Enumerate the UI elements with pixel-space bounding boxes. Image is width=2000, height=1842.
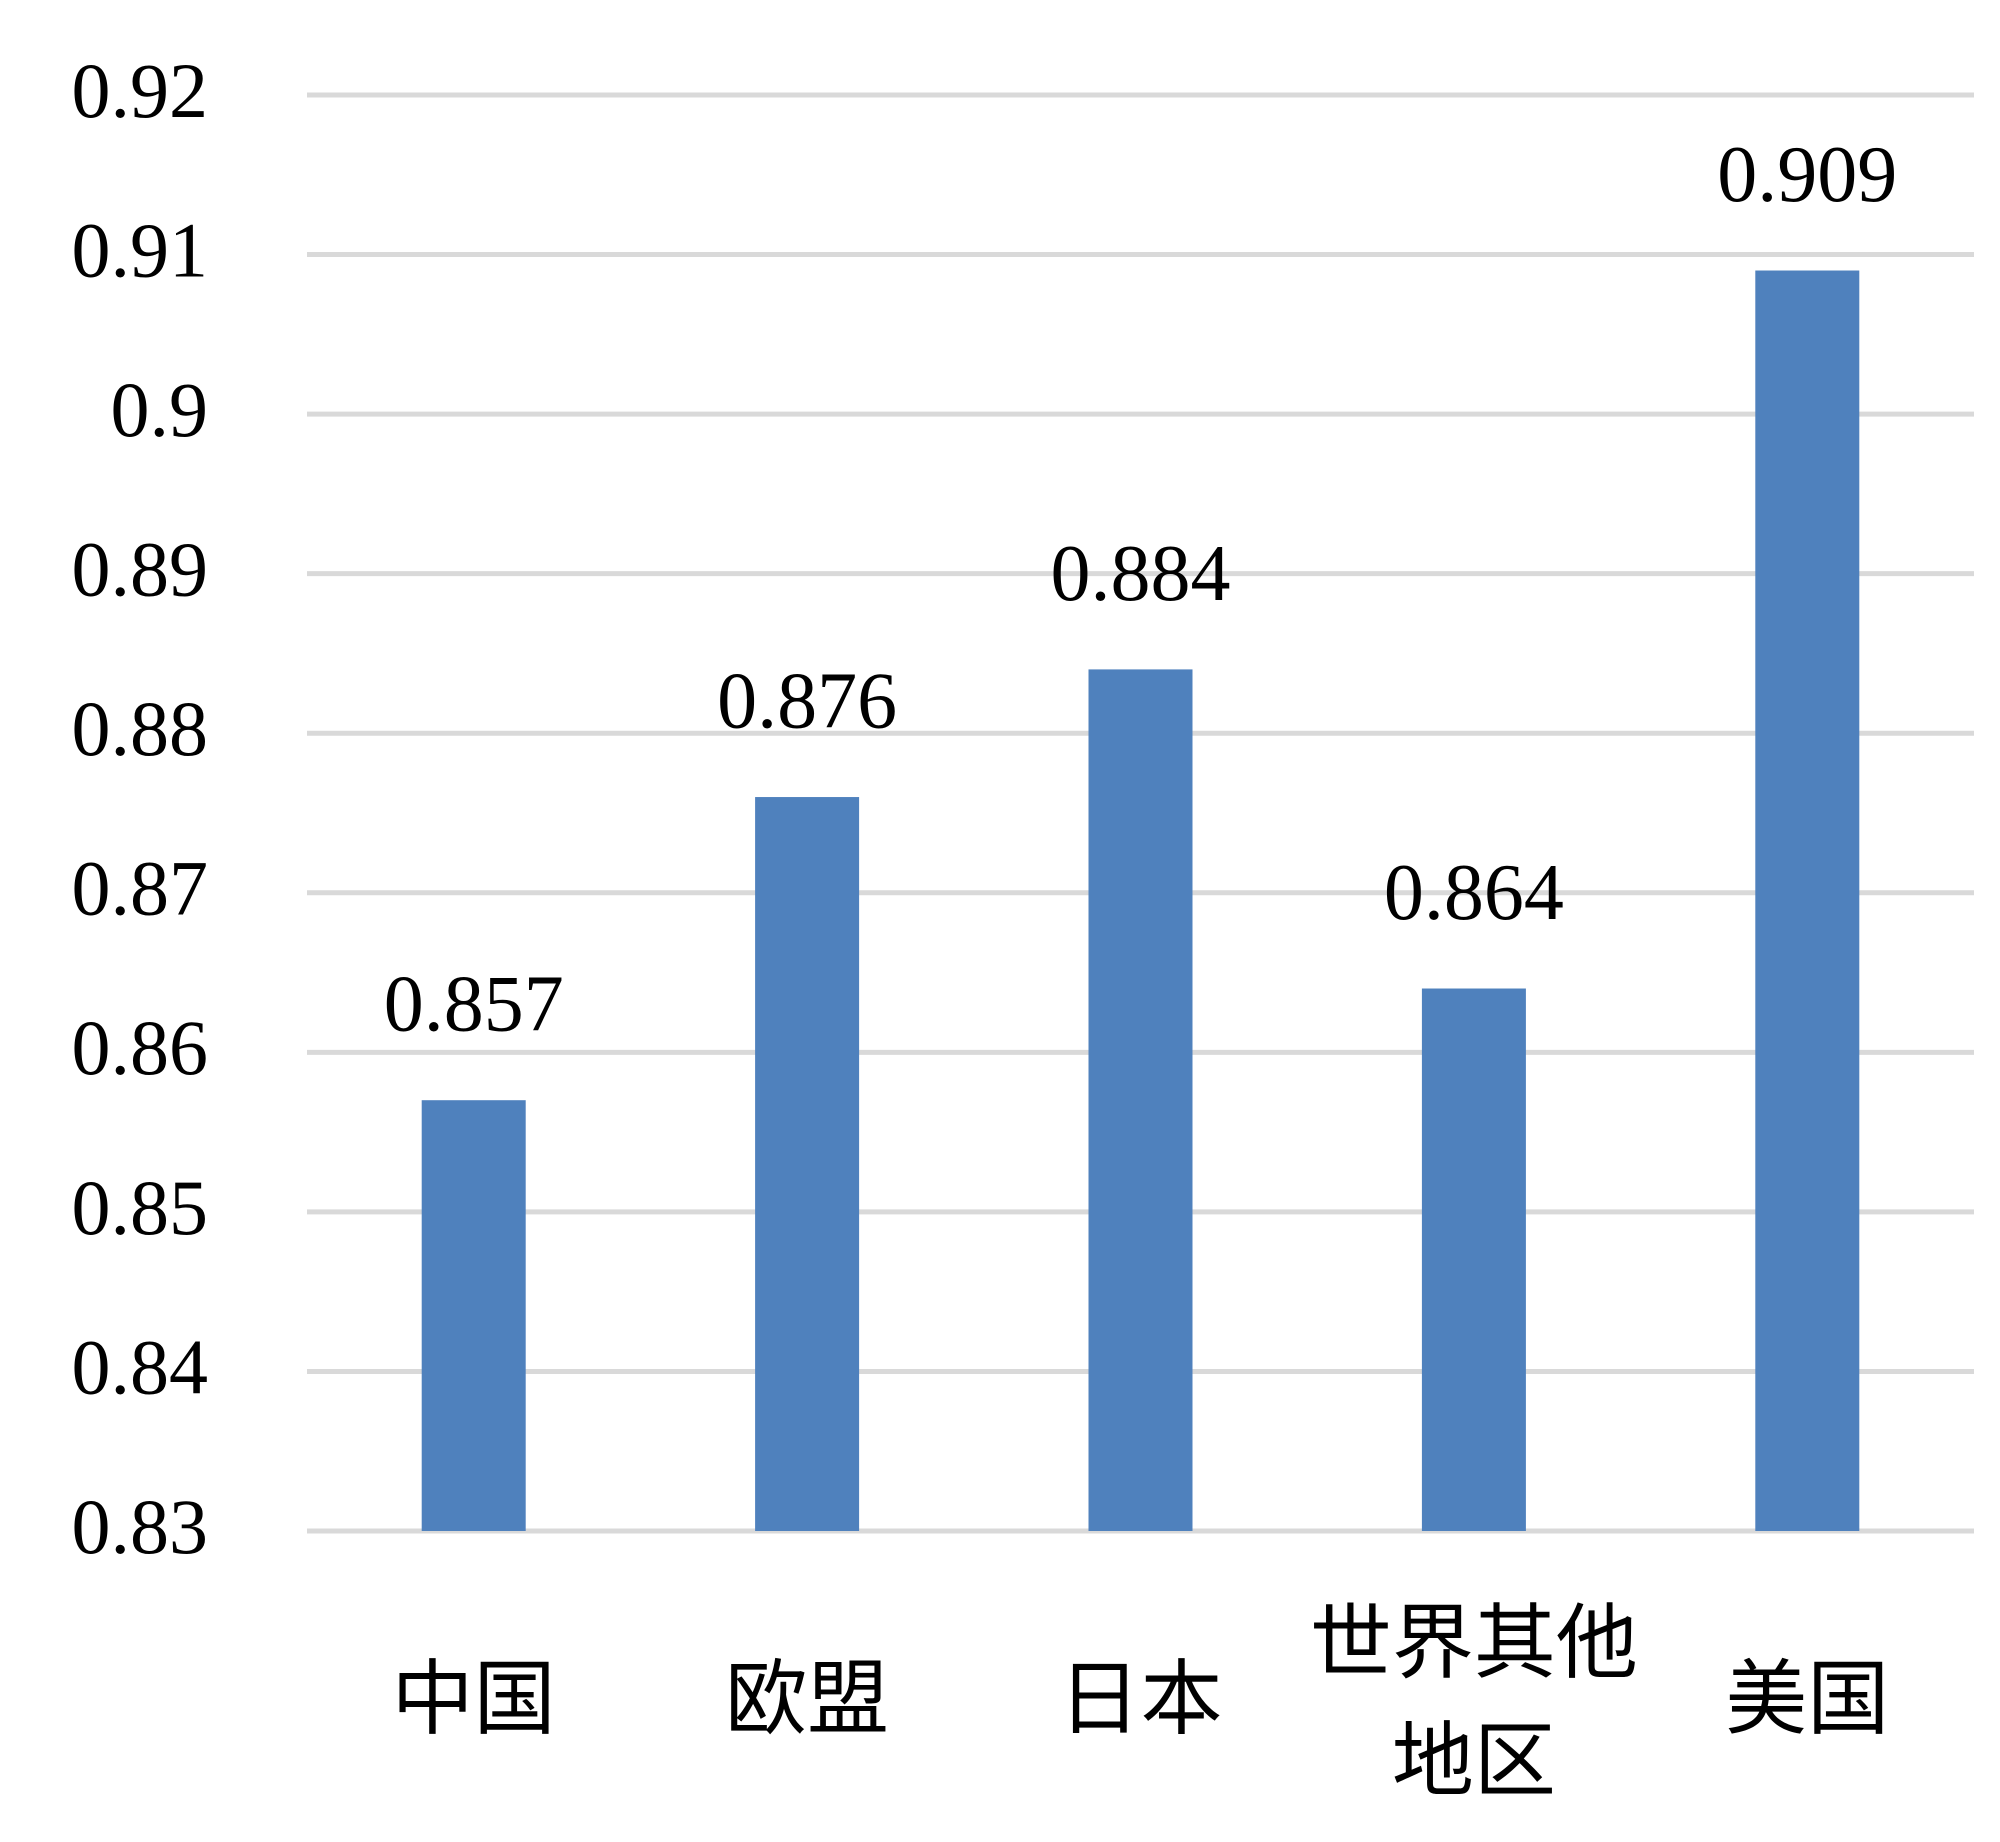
x-tick-label: 世界其他地区 [1309,1598,1638,1807]
data-label: 0.876 [717,657,897,745]
bar [1755,270,1860,1531]
y-tick-label: 0.87 [72,845,209,932]
bar [421,1100,526,1531]
data-label: 0.884 [1051,530,1231,618]
y-tick-label: 0.9 [111,366,209,453]
y-tick-label: 0.83 [72,1483,209,1570]
data-label: 0.864 [1384,849,1564,937]
y-tick-label: 0.91 [72,206,209,293]
y-tick-label: 0.89 [72,526,209,613]
x-tick-label: 中国 [391,1654,556,1745]
x-tick-label: 日本 [1058,1654,1223,1745]
data-label: 0.857 [384,961,564,1049]
bar [1421,988,1526,1531]
bar [1088,669,1193,1531]
y-tick-label: 0.86 [72,1004,209,1091]
y-tick-label: 0.84 [72,1323,209,1410]
y-tick-label: 0.92 [72,47,209,134]
data-label: 0.909 [1717,131,1897,219]
bar [755,797,860,1531]
y-tick-label: 0.88 [72,685,209,772]
x-tick-label: 美国 [1725,1654,1890,1745]
x-tick-label: 欧盟 [725,1654,890,1745]
y-tick-label: 0.85 [72,1164,209,1251]
